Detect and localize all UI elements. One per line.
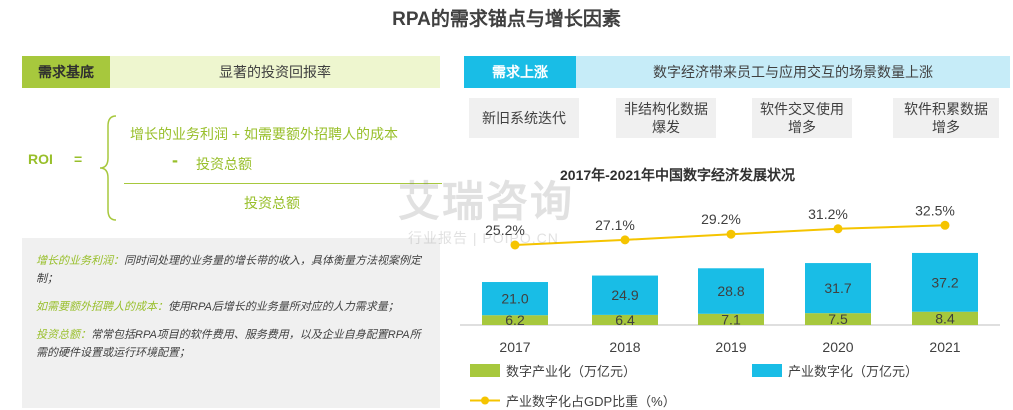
chip-3-line2: 增多 — [788, 119, 816, 135]
gdp-share-point-2018 — [620, 235, 630, 245]
demand-base-tag: 需求基底 — [22, 56, 110, 88]
data-label-green-2021: 8.4 — [935, 310, 955, 326]
watermark-logo: 艾瑞咨询 — [398, 178, 575, 225]
x-tick-label-2020: 2020 — [822, 339, 853, 355]
bar-digital-industrialization-2020 — [805, 313, 871, 325]
gdp-share-label-2019: 29.2% — [701, 211, 741, 227]
bar-industrial-digitalization-2019 — [698, 268, 764, 314]
x-tick-label-2017: 2017 — [499, 339, 530, 355]
chip-software-cross-use: 软件交叉使用 增多 — [752, 98, 852, 138]
chip-3-line1: 软件交叉使用 — [760, 101, 844, 117]
bar-industrial-digitalization-2017 — [482, 282, 548, 316]
data-label-green-2018: 6.4 — [615, 312, 635, 328]
bar-digital-industrialization-2019 — [698, 313, 764, 325]
gdp-share-label-2021: 32.5% — [915, 202, 955, 218]
legend-swatch-blue — [752, 364, 782, 377]
denominator: 投资总额 — [244, 195, 300, 211]
gdp-share-point-2019 — [726, 229, 736, 239]
chip-1-line1: 新旧系统迭代 — [482, 110, 566, 126]
gdp-share-point-2021 — [940, 220, 950, 230]
demand-rise-bar: 数字经济带来员工与应用交互的场景数量上涨 — [576, 56, 1010, 88]
note-1-text: 同时间处理的业务量的增长带的收入，具体衡量方法视案例定制； — [36, 255, 421, 285]
bar-industrial-digitalization-2020 — [805, 263, 871, 314]
gdp-share-point-2020 — [833, 224, 843, 234]
data-label-green-2019: 7.1 — [721, 311, 741, 327]
gdp-share-point-2017 — [510, 240, 520, 250]
chip-system-iteration: 新旧系统迭代 — [469, 98, 579, 138]
digital-economy-chart: 6.2 21.0 2017 6.4 24.9 2018 7.1 28.8 2019 7.5 31.7… — [460, 202, 1000, 355]
note-2: 如需要额外招聘人的成本：使用RPA后增长的业务量所对应的人力需求量； — [36, 298, 426, 316]
gdp-share-label-2020: 31.2% — [808, 206, 848, 222]
data-label-green-2020: 7.5 — [828, 311, 848, 327]
data-label-blue-2020: 31.7 — [824, 280, 851, 296]
chip-2-line2: 爆发 — [652, 119, 680, 135]
note-2-key: 如需要额外招聘人的成本： — [36, 301, 168, 313]
data-label-blue-2017: 21.0 — [501, 291, 528, 307]
roi-equals: = — [74, 151, 83, 167]
note-3: 投资总额：常常包括RPA项目的软件费用、服务费用，以及企业自身配置RPA所需的硬… — [36, 326, 426, 362]
note-3-text: 常常包括RPA项目的软件费用、服务费用，以及企业自身配置RPA所需的硬件设置或运… — [36, 329, 421, 359]
note-1-key: 增长的业务利润： — [36, 255, 124, 267]
bar-digital-industrialization-2018 — [592, 314, 658, 325]
note-3-key: 投资总额： — [36, 329, 91, 341]
note-1: 增长的业务利润：同时间处理的业务量的增长带的收入，具体衡量方法视案例定制； — [36, 252, 426, 288]
chip-4-line2: 增多 — [932, 119, 960, 135]
chip-unstructured-data: 非结构化数据 爆发 — [616, 98, 716, 138]
minus-sign: - — [172, 150, 178, 170]
data-label-green-2017: 6.2 — [505, 312, 525, 328]
legend-label-3: 产业数字化占GDP比重（%） — [506, 394, 676, 409]
numerator-line1: 增长的业务利润 + 如需要额外招聘人的成本 — [130, 126, 398, 142]
roi-label: ROI — [28, 151, 53, 167]
chip-software-data-accumulate: 软件积累数据 增多 — [893, 98, 999, 138]
data-label-blue-2019: 28.8 — [717, 283, 744, 299]
legend-item-digital-industrialization: 数字产业化（万亿元） — [470, 361, 636, 380]
legend-swatch-green — [470, 364, 500, 377]
gdp-share-label-2018: 27.1% — [595, 217, 635, 233]
bar-digital-industrialization-2021 — [912, 311, 978, 325]
data-label-blue-2018: 24.9 — [611, 287, 638, 303]
demand-rise-tag: 需求上涨 — [464, 56, 576, 88]
x-tick-label-2019: 2019 — [715, 339, 746, 355]
legend-line-swatch — [470, 396, 500, 405]
x-tick-label-2018: 2018 — [609, 339, 640, 355]
bar-industrial-digitalization-2021 — [912, 252, 978, 312]
data-label-blue-2021: 37.2 — [931, 274, 958, 290]
chip-2-line1: 非结构化数据 — [624, 101, 708, 117]
formula-brace — [99, 115, 117, 221]
x-tick-label-2021: 2021 — [929, 339, 960, 355]
fraction-line — [124, 183, 442, 184]
demand-base-bar: 显著的投资回报率 — [110, 56, 440, 88]
legend-item-industrial-digitalization: 产业数字化（万亿元） — [752, 361, 918, 380]
chart-title: 2017年-2021年中国数字经济发展状况 — [560, 167, 795, 183]
bar-industrial-digitalization-2018 — [592, 275, 658, 315]
legend-item-gdp-share: 产业数字化占GDP比重（%） — [470, 391, 676, 410]
page-title: RPA的需求锚点与增长因素 — [392, 9, 621, 30]
legend-label-1: 数字产业化（万亿元） — [506, 364, 637, 379]
gdp-share-label-2017: 25.2% — [485, 222, 525, 238]
legend-label-2: 产业数字化（万亿元） — [788, 364, 919, 379]
bar-digital-industrialization-2017 — [482, 315, 548, 325]
notes-box: 增长的业务利润：同时间处理的业务量的增长带的收入，具体衡量方法视案例定制； 如需… — [22, 238, 440, 408]
note-2-text: 使用RPA后增长的业务量所对应的人力需求量； — [168, 301, 399, 313]
watermark-subtext: 行业报告 | POIPO.CN — [408, 230, 559, 246]
chip-4-line1: 软件积累数据 — [904, 101, 988, 117]
numerator-line2: 投资总额 — [196, 156, 252, 172]
